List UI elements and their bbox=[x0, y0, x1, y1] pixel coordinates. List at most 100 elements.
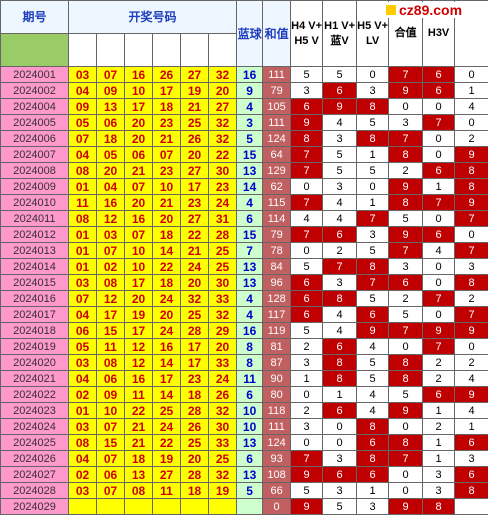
issue: 2024020 bbox=[0, 354, 69, 371]
red-ball: 29 bbox=[207, 322, 238, 339]
issue: 2024001 bbox=[0, 66, 69, 83]
red-ball: 20 bbox=[180, 450, 209, 467]
stat: 5 bbox=[322, 162, 358, 179]
row: 2024005 05 06 20 23 25 32 3 111 9 4 5 3 7 0 bbox=[0, 114, 488, 131]
red-ball: 01 bbox=[68, 402, 97, 419]
red-ball: 16 bbox=[152, 338, 181, 355]
red-ball: 25 bbox=[180, 114, 209, 131]
stat: 6 bbox=[322, 338, 358, 355]
stat: 0 bbox=[388, 482, 424, 499]
red-ball: 27 bbox=[207, 98, 238, 115]
red-ball: 11 bbox=[152, 482, 181, 499]
red-ball: 12 bbox=[96, 210, 125, 227]
stat: 7 bbox=[290, 162, 324, 179]
stat: 9 bbox=[388, 82, 424, 99]
red-ball: 17 bbox=[180, 354, 209, 371]
red-ball: 24 bbox=[207, 194, 238, 211]
red-ball: 15 bbox=[96, 434, 125, 451]
sum: 111 bbox=[262, 66, 292, 83]
row: 2024002 04 09 10 17 19 20 9 79 3 6 3 9 6 1 bbox=[0, 82, 488, 99]
stat: 7 bbox=[388, 242, 424, 259]
red-ball: 18 bbox=[152, 274, 181, 291]
blue-ball: 15 bbox=[236, 146, 264, 163]
header-spacer bbox=[124, 33, 153, 67]
red-ball: 11 bbox=[96, 338, 125, 355]
blue-ball: 10 bbox=[236, 418, 264, 435]
red-ball: 17 bbox=[124, 98, 153, 115]
stat: 1 bbox=[454, 82, 488, 99]
header-spacer bbox=[180, 33, 209, 67]
stat: 4 bbox=[322, 194, 358, 211]
red-ball: 30 bbox=[207, 418, 238, 435]
red-ball: 28 bbox=[207, 226, 238, 243]
stat: 9 bbox=[388, 178, 424, 195]
stat: 7 bbox=[422, 290, 456, 307]
red-ball: 22 bbox=[124, 402, 153, 419]
red-ball: 23 bbox=[180, 370, 209, 387]
stat: 4 bbox=[322, 322, 358, 339]
row: 2024025 08 15 21 22 25 33 13 124 0 0 6 8 1 6 bbox=[0, 434, 488, 451]
red-ball: 22 bbox=[207, 146, 238, 163]
issue: 2024022 bbox=[0, 386, 69, 403]
header-stat: H5 V+ LV bbox=[356, 0, 390, 67]
stat: 5 bbox=[388, 210, 424, 227]
stat: 6 bbox=[454, 466, 488, 483]
red-ball: 21 bbox=[124, 418, 153, 435]
stat: 7 bbox=[356, 210, 390, 227]
red-ball bbox=[180, 498, 209, 515]
stat: 7 bbox=[454, 242, 488, 259]
row: 2024020 03 08 12 14 17 33 8 87 3 8 5 8 2 2 bbox=[0, 354, 488, 371]
issue: 2024023 bbox=[0, 402, 69, 419]
blue-ball: 9 bbox=[236, 82, 264, 99]
blue-ball: 4 bbox=[236, 194, 264, 211]
stat: 5 bbox=[388, 306, 424, 323]
blue-ball: 16 bbox=[236, 66, 264, 83]
stat: 0 bbox=[422, 274, 456, 291]
red-ball: 18 bbox=[180, 386, 209, 403]
row: 2024024 03 07 21 24 26 30 10 111 3 0 8 0 2 1 bbox=[0, 418, 488, 435]
stat: 6 bbox=[422, 386, 456, 403]
stat: 0 bbox=[388, 418, 424, 435]
blue-ball bbox=[236, 498, 264, 515]
stat: 7 bbox=[454, 306, 488, 323]
stat: 7 bbox=[356, 274, 390, 291]
red-ball bbox=[152, 498, 181, 515]
stat: 7 bbox=[422, 338, 456, 355]
red-ball: 08 bbox=[96, 354, 125, 371]
stat: 3 bbox=[422, 466, 456, 483]
stat: 1 bbox=[422, 178, 456, 195]
stat: 2 bbox=[454, 130, 488, 147]
red-ball: 19 bbox=[207, 482, 238, 499]
stat: 6 bbox=[322, 402, 358, 419]
red-ball: 30 bbox=[207, 274, 238, 291]
stat: 4 bbox=[322, 114, 358, 131]
row: 2024028 03 07 08 11 18 19 5 66 5 3 1 0 3 8 bbox=[0, 482, 488, 499]
stat: 6 bbox=[356, 466, 390, 483]
stat: 3 bbox=[322, 130, 358, 147]
red-ball: 27 bbox=[180, 210, 209, 227]
red-ball: 26 bbox=[180, 418, 209, 435]
red-ball: 06 bbox=[96, 370, 125, 387]
stat: 5 bbox=[290, 66, 324, 83]
stat: 1 bbox=[422, 434, 456, 451]
red-ball: 01 bbox=[68, 242, 97, 259]
stat: 2 bbox=[388, 290, 424, 307]
red-ball bbox=[207, 498, 238, 515]
red-ball: 32 bbox=[207, 66, 238, 83]
stat: 8 bbox=[322, 354, 358, 371]
stat: 2 bbox=[454, 290, 488, 307]
issue: 2024009 bbox=[0, 178, 69, 195]
stat: 1 bbox=[422, 450, 456, 467]
red-ball: 32 bbox=[180, 290, 209, 307]
red-ball: 04 bbox=[68, 146, 97, 163]
stat: 0 bbox=[422, 210, 456, 227]
issue: 2024006 bbox=[0, 130, 69, 147]
stat: 2 bbox=[422, 418, 456, 435]
stat: 6 bbox=[388, 274, 424, 291]
red-ball: 20 bbox=[180, 274, 209, 291]
issue: 2024019 bbox=[0, 338, 69, 355]
stat: 6 bbox=[356, 306, 390, 323]
red-ball: 22 bbox=[152, 258, 181, 275]
stat: 5 bbox=[356, 290, 390, 307]
stat: 0 bbox=[422, 130, 456, 147]
